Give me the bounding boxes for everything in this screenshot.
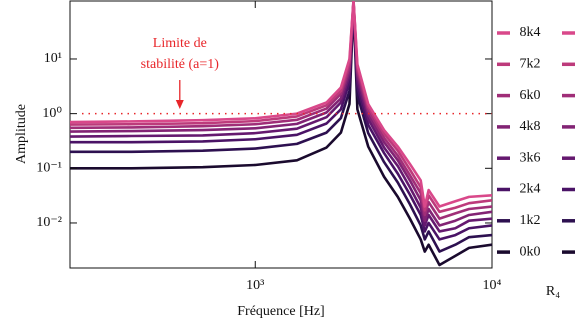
annotation-text: stabilité (a=1) (141, 57, 220, 72)
legend-label: 0k0 (520, 244, 541, 259)
legend-label: 2k4 (520, 182, 541, 197)
series-line (70, 1, 492, 214)
legend-label: 6k0 (520, 88, 541, 103)
series-line (70, 1, 492, 220)
series-line (70, 1, 492, 233)
x-tick-label: 10³ (246, 278, 264, 293)
legend-label: 4k8 (520, 119, 541, 134)
series-line (70, 3, 492, 267)
y-tick-label: 10⁰ (42, 106, 62, 121)
legend-label: 3k6 (520, 150, 541, 165)
series-line (70, 1, 492, 241)
y-tick-label: 10¹ (44, 51, 62, 66)
plot-frame (69, 0, 493, 269)
plot-lines (70, 1, 492, 267)
legend-label: 1k2 (520, 213, 541, 228)
legend-label: 7k2 (520, 57, 541, 72)
legend-label: 8k4 (520, 25, 541, 40)
series-line (70, 2, 492, 253)
y-tick-label: 10⁻² (36, 215, 62, 230)
legend-title: R₄ (546, 284, 560, 299)
x-axis-label: Fréquence [Hz] (237, 304, 324, 319)
y-axis-label: Amplitude (14, 104, 29, 164)
y-tick-label: 10⁻¹ (36, 161, 62, 176)
x-tick-label: 10⁴ (483, 278, 502, 293)
annotation-arrowhead (175, 100, 184, 109)
series-line (70, 1, 492, 208)
annotation-text: Limite de (153, 36, 207, 51)
